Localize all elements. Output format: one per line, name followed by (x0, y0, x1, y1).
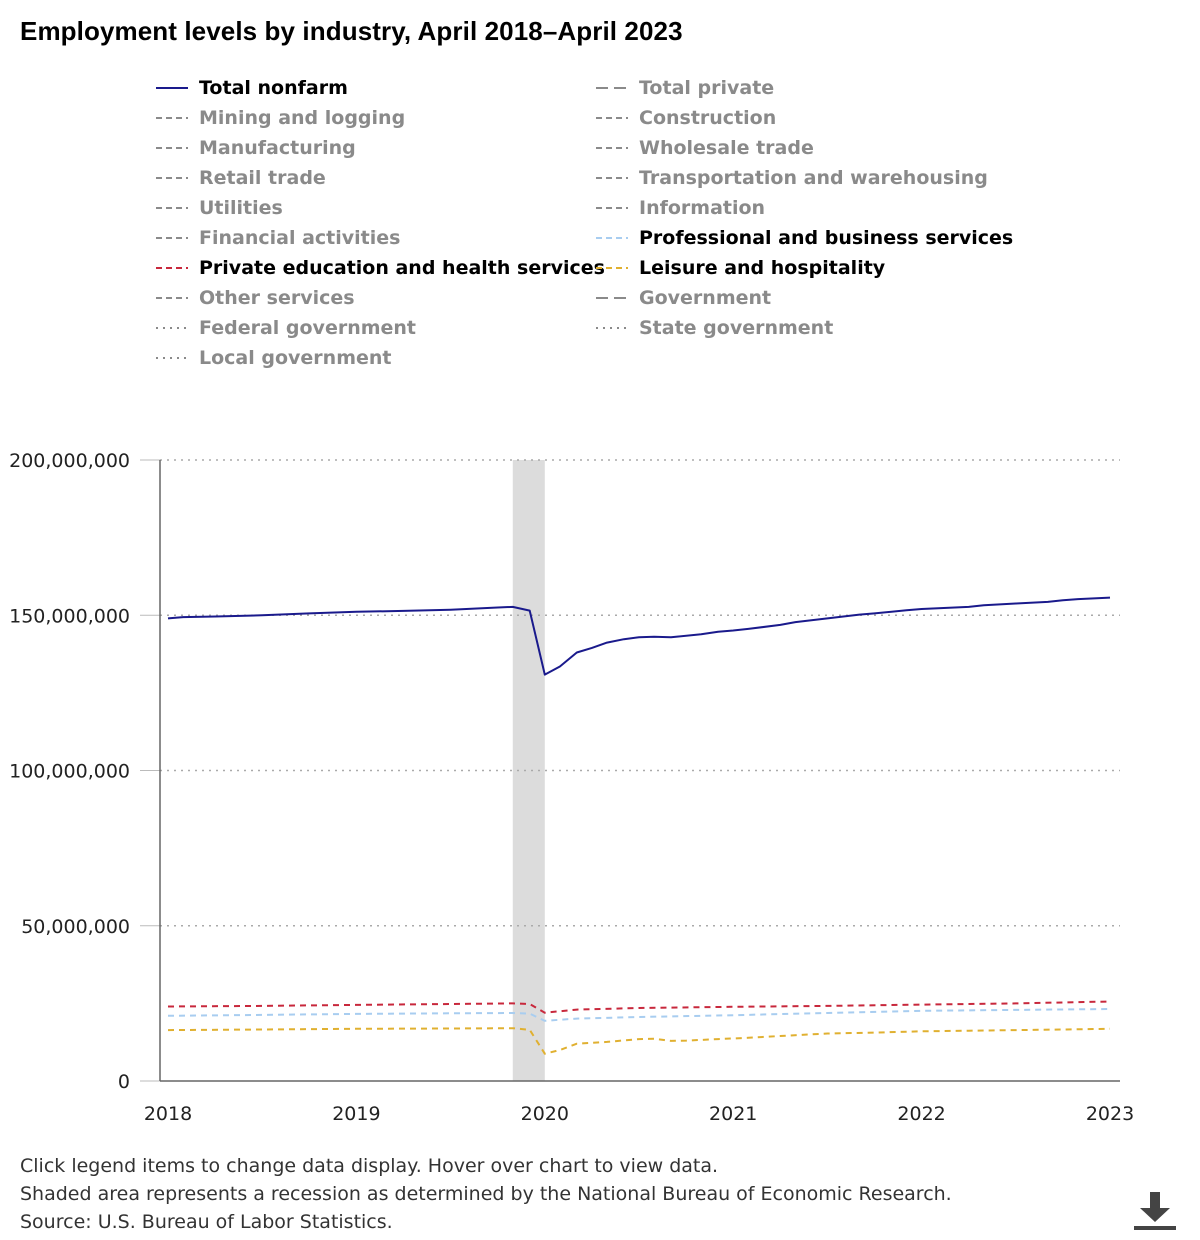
download-icon[interactable] (1132, 1188, 1178, 1236)
note-source: Source: U.S. Bureau of Labor Statistics. (20, 1211, 393, 1233)
legend-item[interactable]: Financial activities (155, 224, 400, 252)
legend-label: Government (639, 287, 772, 309)
legend-swatch (156, 357, 188, 359)
legend-swatch (596, 327, 628, 329)
x-tick-label: 2021 (709, 1103, 757, 1125)
legend-swatch (596, 267, 628, 269)
x-tick-label: 2020 (521, 1103, 569, 1125)
legend-label: Local government (199, 347, 392, 369)
legend-swatch (156, 117, 188, 119)
legend-swatch (596, 177, 628, 179)
legend-swatch (156, 177, 188, 179)
legend-label: Transportation and warehousing (639, 167, 988, 189)
legend-item[interactable]: Manufacturing (155, 134, 356, 162)
note-recession: Shaded area represents a recession as de… (20, 1183, 952, 1205)
legend-swatch (596, 147, 628, 149)
legend-label: Manufacturing (199, 137, 356, 159)
legend-swatch (596, 297, 628, 299)
legend-label: State government (639, 317, 834, 339)
series-line-professional-and-business-services[interactable] (167, 1008, 1111, 1022)
legend-item[interactable]: Government (595, 284, 771, 312)
x-tick-label: 2023 (1086, 1103, 1134, 1125)
legend-label: Total private (639, 77, 775, 99)
legend-item[interactable]: Wholesale trade (595, 134, 814, 162)
legend-swatch (156, 297, 188, 299)
x-tick-label: 2019 (332, 1103, 380, 1125)
chart-area[interactable]: 0 50,000,000 100,000,000 150,000,000 200,000… (0, 440, 1200, 1140)
legend-item[interactable]: Total nonfarm (155, 74, 348, 102)
y-tick-label: 200,000,000 (9, 450, 130, 472)
legend-item[interactable]: Transportation and warehousing (595, 164, 988, 192)
legend-item[interactable]: Private education and health services (155, 254, 605, 282)
legend-swatch (156, 87, 188, 89)
legend-label: Private education and health services (199, 257, 605, 279)
legend-item[interactable]: Federal government (155, 314, 416, 342)
legend-item[interactable]: Total private (595, 74, 774, 102)
legend-label: Wholesale trade (639, 137, 814, 159)
legend-swatch (596, 87, 628, 89)
x-tick-label: 2022 (897, 1103, 945, 1125)
legend-label: Construction (639, 107, 777, 129)
chart-notes: Click legend items to change data displa… (20, 1152, 952, 1236)
legend-swatch (596, 237, 628, 239)
chart-title: Employment levels by industry, April 201… (20, 16, 683, 46)
legend-item[interactable]: Utilities (155, 194, 283, 222)
legend-item[interactable]: Professional and business services (595, 224, 1013, 252)
y-tick-label: 150,000,000 (9, 605, 130, 627)
series-line-leisure-and-hospitality[interactable] (167, 1027, 1111, 1055)
legend-swatch (156, 147, 188, 149)
legend-label: Mining and logging (199, 107, 406, 129)
legend-item[interactable]: Information (595, 194, 765, 222)
x-tick-label: 2018 (144, 1103, 192, 1125)
legend-label: Utilities (199, 197, 283, 219)
legend-item[interactable]: State government (595, 314, 833, 342)
series-line-private-education-and-health-services[interactable] (167, 1000, 1111, 1014)
legend-swatch (596, 207, 628, 209)
legend-item[interactable]: Other services (155, 284, 355, 312)
legend-label: Total nonfarm (199, 77, 348, 99)
legend-swatch (156, 327, 188, 329)
legend-swatch (156, 267, 188, 269)
legend-label: Financial activities (199, 227, 401, 249)
note-instructions: Click legend items to change data displa… (20, 1155, 719, 1177)
legend-item[interactable]: Leisure and hospitality (595, 254, 885, 282)
legend-label: Leisure and hospitality (639, 257, 886, 279)
y-tick-label: 50,000,000 (21, 916, 130, 938)
legend-label: Retail trade (199, 167, 326, 189)
series-line-total-nonfarm[interactable] (167, 596, 1111, 676)
legend-swatch (156, 207, 188, 209)
legend-swatch (596, 117, 628, 119)
y-tick-label: 100,000,000 (9, 761, 130, 783)
legend-label: Professional and business services (639, 227, 1014, 249)
legend-swatch (156, 237, 188, 239)
legend-label: Information (639, 197, 766, 219)
legend-item[interactable]: Mining and logging (155, 104, 405, 132)
legend-item[interactable]: Retail trade (155, 164, 326, 192)
legend-item[interactable]: Local government (155, 344, 392, 372)
legend-label: Federal government (199, 317, 417, 339)
legend-item[interactable]: Construction (595, 104, 776, 132)
y-tick-label: 0 (118, 1071, 130, 1093)
legend-label: Other services (199, 287, 355, 309)
